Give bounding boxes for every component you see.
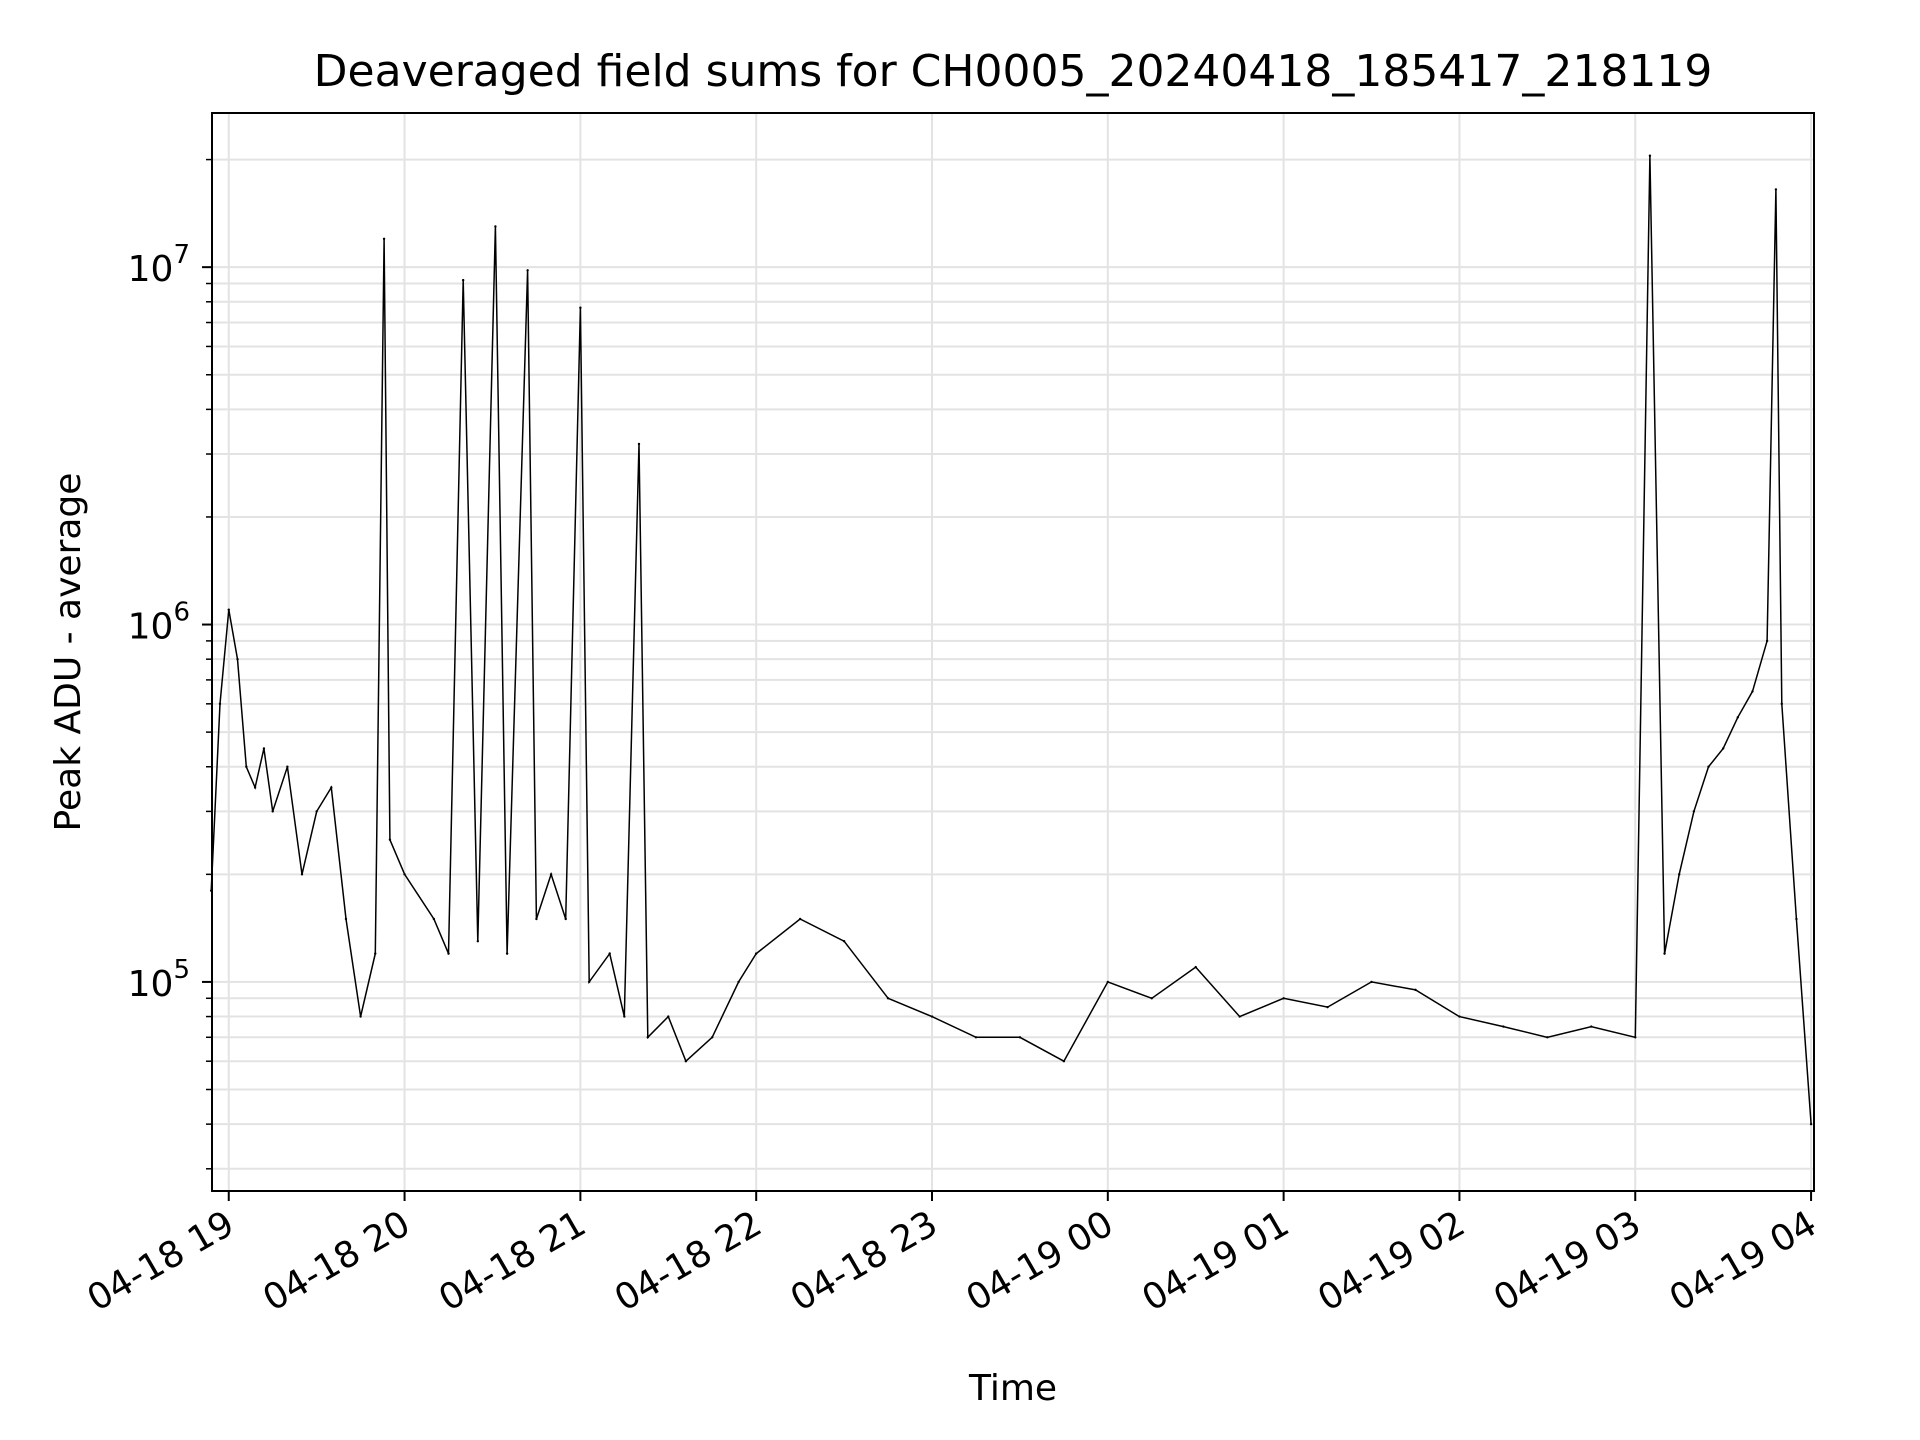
data-point <box>1590 1025 1593 1028</box>
data-point <box>1721 747 1725 750</box>
data-point <box>461 278 465 282</box>
data-point <box>1194 965 1197 969</box>
data-point <box>535 917 538 921</box>
data-point <box>330 786 333 789</box>
y-tick-base: 10 <box>128 607 174 648</box>
data-point <box>476 940 480 943</box>
data-point <box>798 917 802 921</box>
data-point <box>1106 980 1110 984</box>
y-tick-exponent: 7 <box>173 240 190 270</box>
data-point <box>564 917 567 921</box>
data-point <box>359 1015 362 1018</box>
data-point <box>1780 702 1783 706</box>
data-point <box>1736 716 1740 719</box>
data-point <box>1150 997 1153 1000</box>
data-point <box>684 1060 688 1063</box>
data-point <box>737 980 740 984</box>
data-point <box>842 940 846 943</box>
data-point <box>432 917 436 921</box>
data-point <box>1282 997 1285 1000</box>
data-point <box>271 810 274 813</box>
data-point <box>1707 765 1710 768</box>
data-point <box>286 765 289 768</box>
data-point <box>315 810 318 813</box>
data-point <box>623 1015 626 1018</box>
y-tick-label: 107 <box>128 240 190 290</box>
data-point <box>1692 810 1696 813</box>
data-layer <box>209 154 1813 1126</box>
data-point <box>1795 917 1798 921</box>
data-point <box>974 1036 978 1039</box>
x-axis-label: Time <box>968 1368 1057 1409</box>
data-point <box>1062 1060 1066 1063</box>
data-point <box>526 269 529 272</box>
data-point <box>1648 154 1652 157</box>
data-point <box>1414 988 1417 992</box>
grid-lines <box>212 113 1814 1191</box>
data-point <box>1238 1015 1241 1018</box>
data-point <box>1018 1036 1022 1039</box>
data-point <box>494 225 497 228</box>
data-point <box>300 873 304 876</box>
data-point <box>711 1036 714 1039</box>
data-point <box>1663 952 1666 955</box>
data-point <box>227 608 230 611</box>
data-point <box>1765 639 1769 643</box>
data-point <box>245 765 248 768</box>
data-point <box>1326 1005 1329 1009</box>
data-point <box>1678 873 1681 876</box>
data-point <box>1634 1036 1637 1039</box>
data-point <box>403 873 406 876</box>
data-point <box>1458 1015 1461 1018</box>
data-point <box>382 237 386 241</box>
data-point <box>667 1015 670 1018</box>
data-point <box>374 952 377 955</box>
data-point <box>505 952 509 955</box>
data-point <box>587 980 591 984</box>
data-point <box>1546 1036 1549 1039</box>
plot-frame <box>211 112 1815 1192</box>
y-tick-label: 105 <box>128 955 190 1005</box>
data-point <box>253 786 257 789</box>
data-point <box>754 952 758 955</box>
chart-title: Deaveraged field sums for CH0005_2024041… <box>314 46 1713 97</box>
data-point <box>886 997 890 1000</box>
y-tick-base: 10 <box>128 964 174 1005</box>
series-line <box>210 155 1812 1125</box>
data-point <box>1502 1025 1505 1028</box>
data-point <box>1809 1122 1813 1126</box>
data-point <box>637 442 641 446</box>
y-axis-label: Peak ADU - average <box>48 473 89 832</box>
data-point <box>218 702 222 706</box>
data-point <box>344 917 348 921</box>
y-tick-base: 10 <box>128 249 174 290</box>
y-tick-exponent: 6 <box>173 598 190 628</box>
data-point <box>236 657 239 661</box>
y-tick-exponent: 5 <box>173 955 190 985</box>
data-point <box>388 838 392 841</box>
data-point <box>579 306 582 309</box>
data-point <box>262 747 266 750</box>
data-point <box>1370 980 1373 984</box>
data-point <box>646 1036 649 1039</box>
y-tick-label: 106 <box>128 598 190 648</box>
data-point <box>447 952 450 955</box>
data-point <box>1751 690 1754 693</box>
data-point <box>549 873 553 876</box>
data-point <box>930 1015 934 1018</box>
data-point <box>608 952 611 955</box>
data-point <box>1774 188 1778 191</box>
